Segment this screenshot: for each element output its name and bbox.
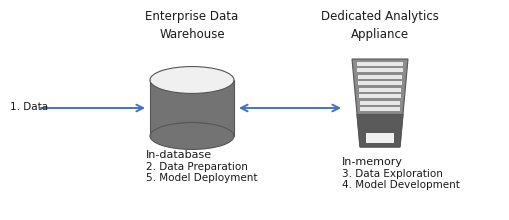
Text: 1. Data: 1. Data <box>10 102 48 112</box>
Text: 5. Model Deployment: 5. Model Deployment <box>146 173 258 183</box>
Ellipse shape <box>150 123 234 149</box>
Polygon shape <box>352 59 408 147</box>
Polygon shape <box>150 80 234 136</box>
Polygon shape <box>358 81 402 85</box>
Ellipse shape <box>150 67 234 94</box>
Polygon shape <box>357 114 403 147</box>
Polygon shape <box>360 107 400 111</box>
Text: 3. Data Exploration: 3. Data Exploration <box>342 169 443 179</box>
Polygon shape <box>366 133 394 143</box>
Text: Dedicated Analytics
Appliance: Dedicated Analytics Appliance <box>321 10 439 41</box>
Polygon shape <box>357 68 403 72</box>
Text: Enterprise Data
Warehouse: Enterprise Data Warehouse <box>146 10 239 41</box>
Polygon shape <box>359 101 401 105</box>
Polygon shape <box>359 94 401 98</box>
Polygon shape <box>358 75 403 79</box>
Text: 2. Data Preparation: 2. Data Preparation <box>146 162 248 172</box>
Text: In-memory: In-memory <box>342 157 403 167</box>
Text: 4. Model Development: 4. Model Development <box>342 180 460 190</box>
Text: In-database: In-database <box>146 150 212 160</box>
Polygon shape <box>358 88 402 92</box>
Polygon shape <box>357 62 404 66</box>
